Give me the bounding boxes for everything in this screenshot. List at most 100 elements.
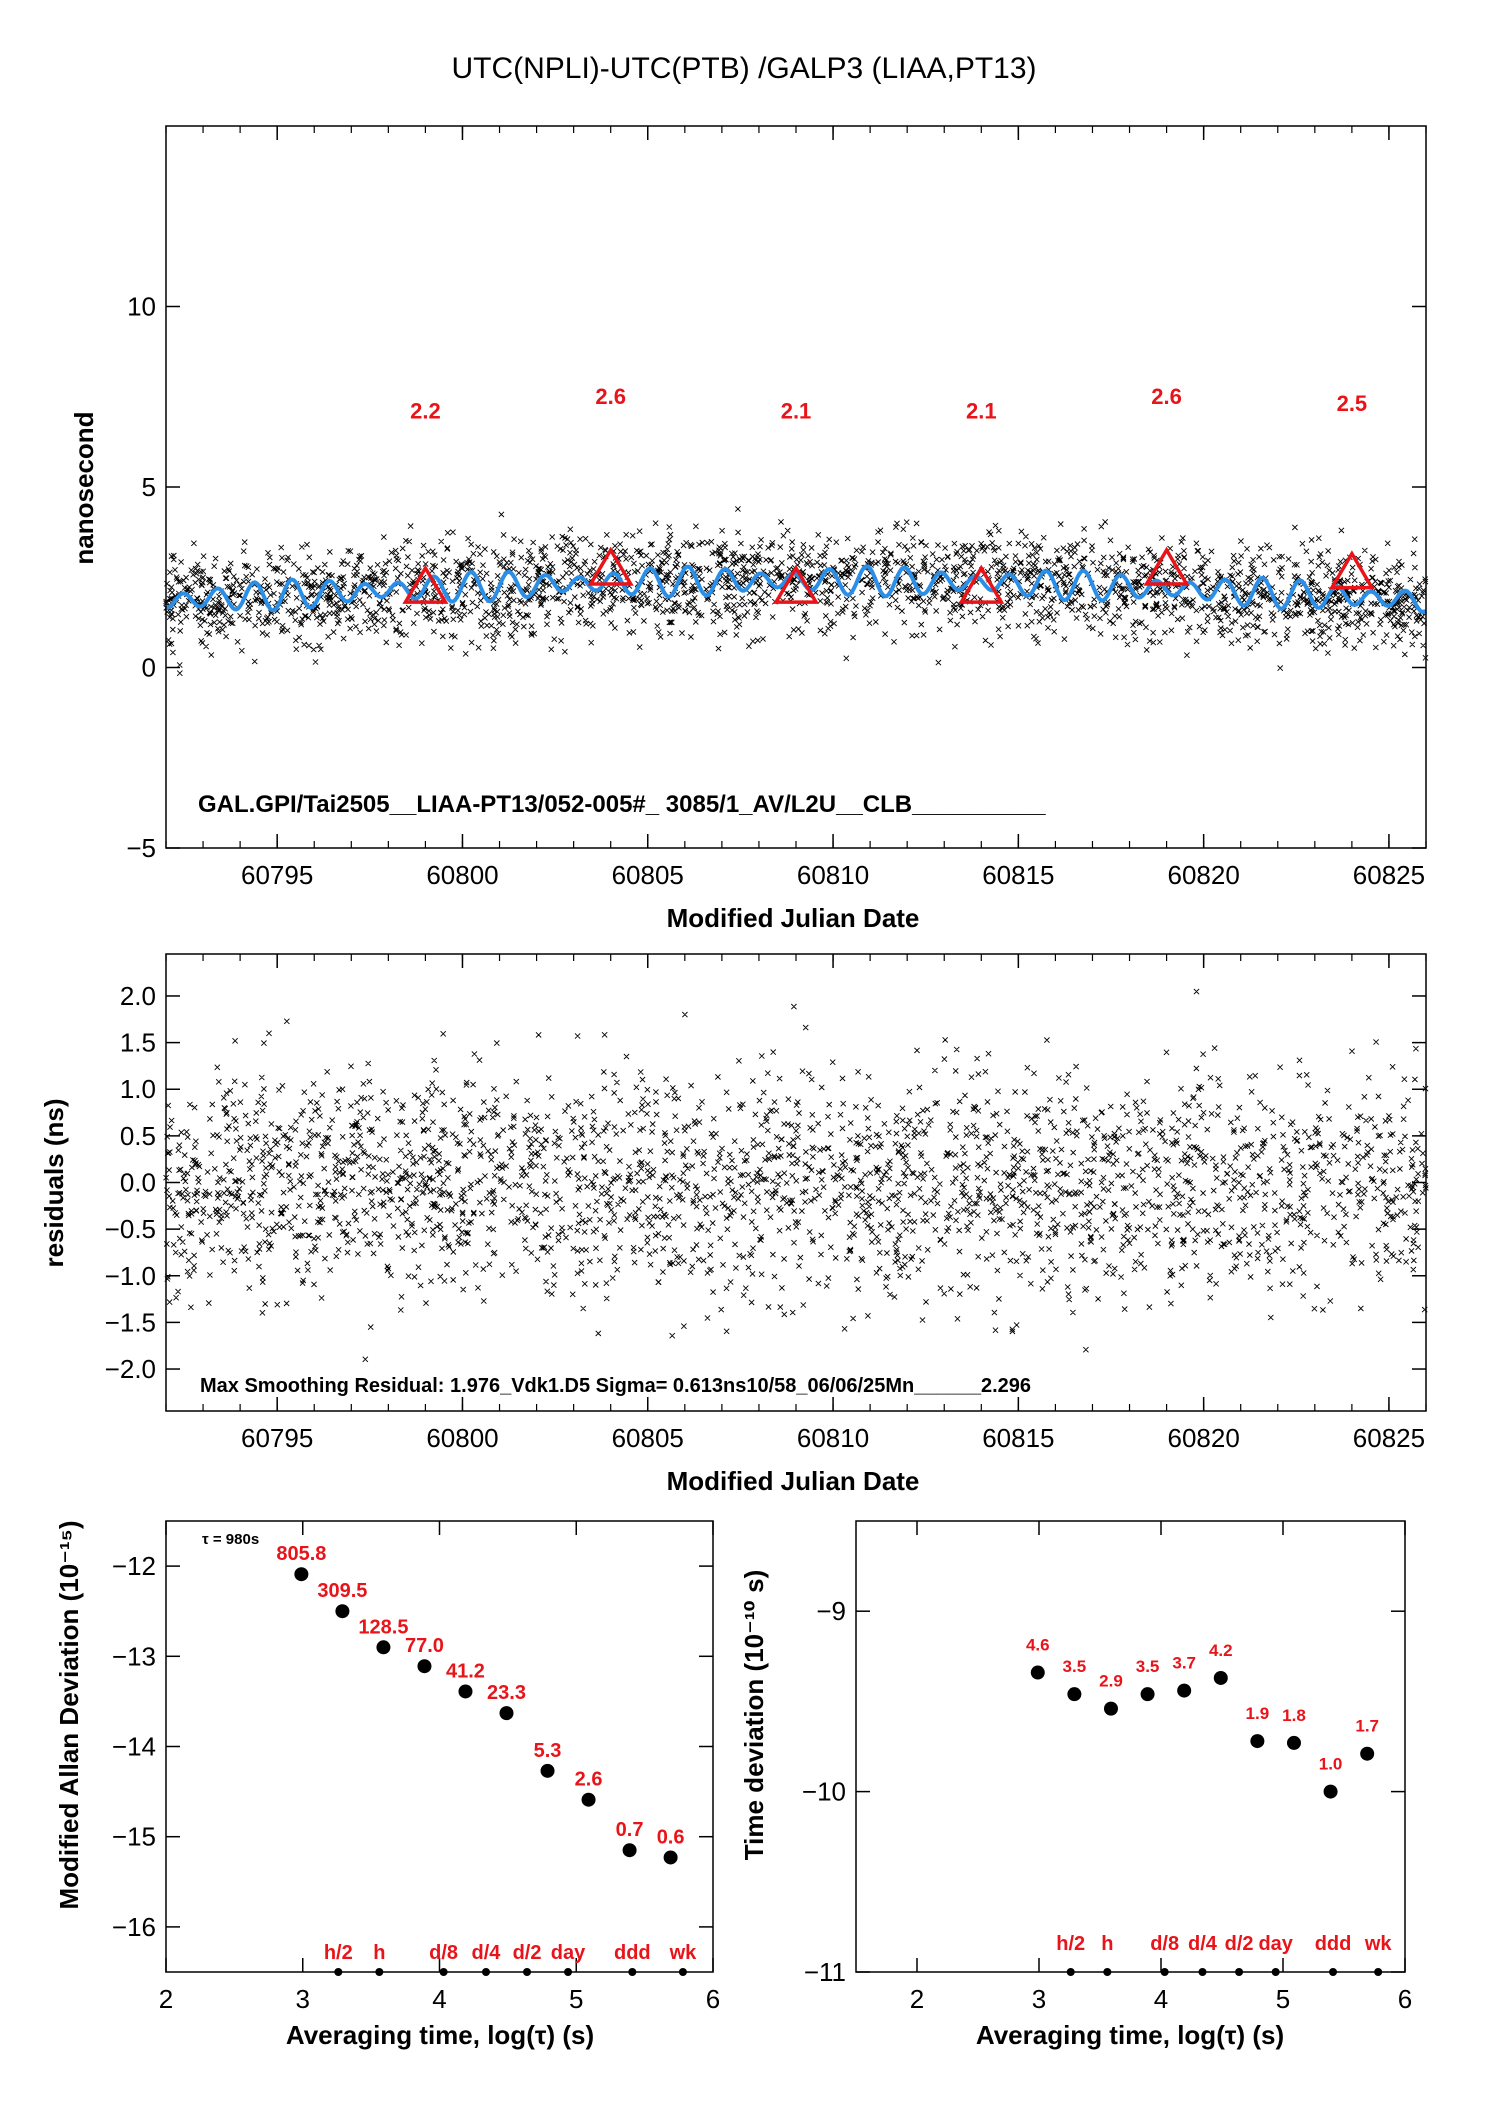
allan-deviation-panel: 2 3 4 5 6 −16 −15 −14 −13 −12 h/2 h d/8 d/4 d/2 day dd… xyxy=(54,1520,720,2050)
deviation-point xyxy=(1213,1670,1228,1685)
y-tick-label: 10 xyxy=(127,292,156,322)
y-tick-label: 1.5 xyxy=(120,1028,156,1058)
interval-label: d/2 xyxy=(1225,1933,1254,1955)
triangle-marker xyxy=(587,546,634,586)
deviation-points: 805.8 309.5 128.577.041.223.3 5.3 2.6 0.7 0.6 xyxy=(276,1543,685,1865)
interval-label: wk xyxy=(1364,1933,1393,1955)
annotation-text: GAL.GPI/Tai2505__LIAA-PT13/052-005#_ 308… xyxy=(198,791,1046,818)
x-tick-label: 60795 xyxy=(241,1423,313,1453)
x-axis-label: Averaging time, log(τ) (s) xyxy=(976,2020,1284,2050)
deviation-point xyxy=(540,1763,555,1778)
deviation-point xyxy=(376,1640,391,1655)
x-tick-label: 60805 xyxy=(612,860,684,890)
tau-note: τ = 980s xyxy=(202,1531,259,1548)
x-axis-label: Modified Julian Date xyxy=(667,1466,920,1496)
y-tick-label: 1.0 xyxy=(120,1074,156,1104)
interval-label: h/2 xyxy=(1056,1933,1085,1955)
x-tick-label: 60805 xyxy=(612,1423,684,1453)
point-label: 5.3 xyxy=(534,1740,562,1762)
plot-frame xyxy=(165,953,1427,1412)
deviation-point xyxy=(622,1843,637,1858)
triangle-label: 2.5 xyxy=(1337,391,1368,416)
deviation-point xyxy=(1140,1687,1155,1702)
triangle-marker xyxy=(1328,550,1375,590)
interval-label: d/2 xyxy=(513,1942,542,1964)
y-tick-label: −1.5 xyxy=(105,1307,156,1337)
x-tick-label: 5 xyxy=(569,1984,583,2014)
x-tick-label: 6 xyxy=(706,1984,720,2014)
point-label: 77.0 xyxy=(405,1635,444,1657)
y-tick-label: −16 xyxy=(112,1912,156,1942)
residuals-panel: 60795 60800 60805 60810 60815 60820 60825 −2.0… xyxy=(39,953,1429,1496)
triangle-label: 2.6 xyxy=(1151,384,1182,409)
interval-label: day xyxy=(551,1942,586,1964)
y-ticks: −2.0 −1.5 −1.0 −0.5 0.0 0.5 1.0 1.5 2.0 xyxy=(105,981,1426,1384)
interval-marks: h/2 h d/8 d/4 d/2 day ddd wk xyxy=(1056,1933,1392,1976)
y-tick-label: 0.5 xyxy=(120,1121,156,1151)
interval-label: ddd xyxy=(1315,1933,1352,1955)
deviation-point xyxy=(1360,1746,1375,1761)
x-axis-label: Averaging time, log(τ) (s) xyxy=(286,2020,594,2050)
interval-label: h xyxy=(1101,1933,1113,1955)
residual-points xyxy=(163,988,1429,1363)
deviation-point xyxy=(1323,1784,1338,1799)
interval-label: ddd xyxy=(614,1942,651,1964)
point-label: 1.8 xyxy=(1282,1706,1306,1725)
x-axis-label: Modified Julian Date xyxy=(667,903,920,933)
interval-label: d/4 xyxy=(1188,1933,1218,1955)
interval-marks: h/2 h d/8 d/4 d/2 day ddd wk xyxy=(324,1942,697,1976)
interval-label: d/4 xyxy=(472,1942,502,1964)
point-label: 23.3 xyxy=(487,1682,526,1704)
deviation-point xyxy=(1103,1701,1118,1716)
y-axis-label: Modified Allan Deviation (10⁻¹⁵) xyxy=(54,1521,84,1910)
y-tick-label: −9 xyxy=(816,1596,846,1626)
x-tick-label: 60800 xyxy=(426,1423,498,1453)
x-tick-label: 60825 xyxy=(1353,860,1425,890)
point-label: 309.5 xyxy=(317,1580,367,1602)
x-tick-label: 4 xyxy=(432,1984,446,2014)
x-tick-label: 60825 xyxy=(1353,1423,1425,1453)
y-tick-label: −14 xyxy=(112,1732,156,1762)
plot-frame xyxy=(165,1520,714,1973)
point-label: 128.5 xyxy=(358,1616,408,1638)
x-tick-label: 2 xyxy=(910,1984,924,2014)
triangle-marker xyxy=(958,564,1005,604)
x-tick-label: 60795 xyxy=(241,860,313,890)
smoothed-curve xyxy=(165,564,1428,614)
time-deviation-panel: 2 3 4 5 6 −11 −10 −9 h/2 h d/8 d/4 d/2 day ddd wk 4.6… xyxy=(739,1520,1412,2050)
triangle-label: 2.1 xyxy=(966,398,997,423)
x-tick-label: 3 xyxy=(1032,1984,1046,2014)
figure-title: UTC(NPLI)-UTC(PTB) /GALP3 (LIAA,PT13) xyxy=(451,52,1036,85)
data-point-crosses xyxy=(163,988,1429,1363)
y-tick-label: −1.0 xyxy=(105,1261,156,1291)
x-tick-label: 60815 xyxy=(982,1423,1054,1453)
plot-frame xyxy=(165,125,1427,849)
y-ticks: −11 −10 −9 xyxy=(802,1596,1405,1987)
deviation-point xyxy=(1250,1734,1265,1749)
y-tick-label: −12 xyxy=(112,1551,156,1581)
point-label: 2.9 xyxy=(1099,1672,1123,1691)
point-label: 2.6 xyxy=(575,1769,603,1791)
y-tick-label: −13 xyxy=(112,1641,156,1671)
x-tick-label: 60815 xyxy=(982,860,1054,890)
x-ticks: 60795 60800 60805 60810 60815 60820 60825 xyxy=(165,126,1427,890)
x-tick-label: 2 xyxy=(159,1984,173,2014)
time-series-points xyxy=(163,506,1429,677)
time-series-panel: 2.22.62.1 2.12.6 2.5 60795 60800 60805 60810 6… xyxy=(69,125,1429,933)
x-tick-label: 5 xyxy=(1276,1984,1290,2014)
point-label: 1.7 xyxy=(1355,1717,1379,1736)
point-label: 0.6 xyxy=(657,1826,685,1848)
interval-label: d/8 xyxy=(429,1942,458,1964)
y-ticks: −5 0 5 10 xyxy=(126,292,1426,863)
y-axis-label: nanosecond xyxy=(69,411,99,564)
triangle-marker xyxy=(1143,546,1190,586)
point-label: 3.5 xyxy=(1063,1657,1087,1676)
annotation-text: Max Smoothing Residual: 1.976_Vdk1.D5 Si… xyxy=(200,1375,1031,1397)
point-label: 3.7 xyxy=(1172,1654,1196,1673)
point-label: 0.7 xyxy=(616,1819,644,1841)
smoothed-line xyxy=(165,564,1428,614)
point-label: 1.0 xyxy=(1319,1755,1343,1774)
deviation-points: 4.6 3.5 2.9 3.5 3.7 4.2 1.9 1.8 1.0 1.7 xyxy=(1026,1636,1379,1799)
y-tick-label: 0 xyxy=(142,653,156,683)
